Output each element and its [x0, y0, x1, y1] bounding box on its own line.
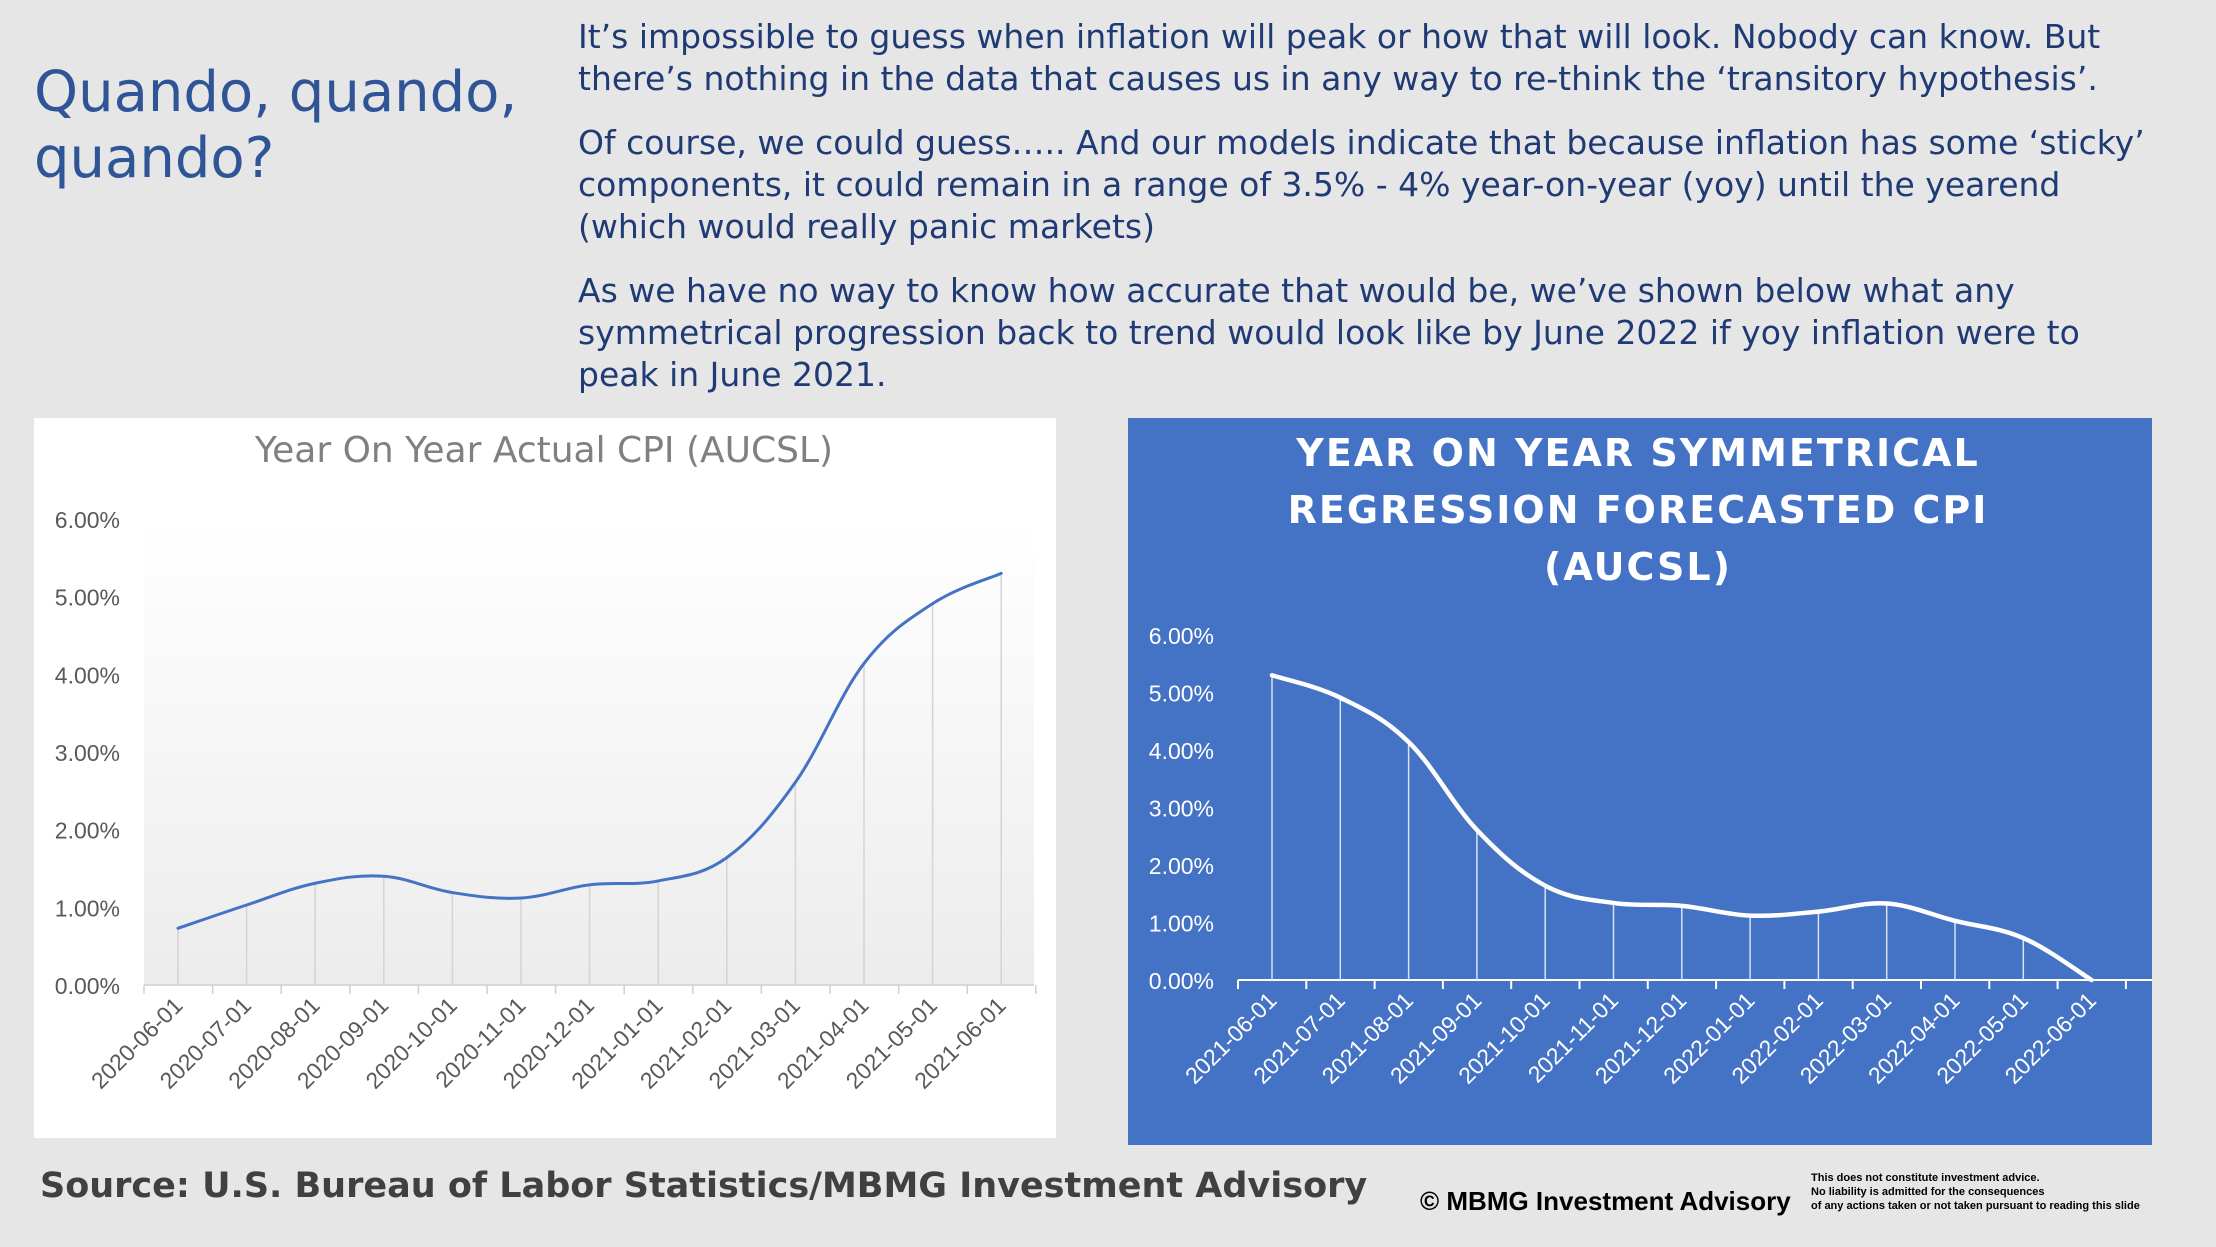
source-note: Source: U.S. Bureau of Labor Statistics/… — [40, 1166, 1368, 1206]
chart-title: (AUCSL) — [1544, 545, 1732, 589]
y-tick-label: 5.00% — [55, 585, 120, 611]
y-tick-label: 0.00% — [55, 973, 120, 999]
y-tick-label: 1.00% — [55, 895, 120, 921]
paragraph-1: It’s impossible to guess when inflation … — [578, 17, 2101, 98]
actual-cpi-chart-panel: Year On Year Actual CPI (AUCSL) 0.00% 1.00… — [34, 418, 1056, 1138]
body-text: It’s impossible to guess when inflation … — [578, 16, 2158, 418]
forecast-cpi-chart-panel: YEAR ON YEAR SYMMETRICAL REGRESSION FOREC… — [1128, 418, 2152, 1145]
y-tick-label: 6.00% — [1149, 623, 1214, 649]
chart-title: YEAR ON YEAR SYMMETRICAL — [1295, 431, 1979, 475]
slide-title: Quando, quando, quando? — [34, 60, 518, 191]
disclaimer-line: No liability is admitted for the consequ… — [1811, 1186, 2045, 1198]
chart-title: REGRESSION FORECASTED CPI — [1288, 488, 1989, 532]
y-tick-label: 6.00% — [55, 507, 120, 533]
paragraph-2: Of course, we could guess….. And our mod… — [578, 123, 2145, 246]
forecast-cpi-chart: YEAR ON YEAR SYMMETRICAL REGRESSION FOREC… — [1149, 431, 2152, 1089]
y-tick-label: 2.00% — [1149, 853, 1214, 879]
disclaimer: This does not constitute investment advi… — [1811, 1171, 2211, 1213]
y-tick-label: 4.00% — [1149, 738, 1214, 764]
y-tick-label: 3.00% — [55, 740, 120, 766]
chart-title: Year On Year Actual CPI (AUCSL) — [254, 430, 833, 471]
y-tick-label: 5.00% — [1149, 681, 1214, 707]
y-tick-label: 0.00% — [1149, 968, 1214, 994]
copyright-note: © MBMG Investment Advisory — [1420, 1186, 1791, 1216]
disclaimer-line: This does not constitute investment advi… — [1811, 1172, 2040, 1184]
y-tick-label: 3.00% — [1149, 796, 1214, 822]
paragraph-3: As we have no way to know how accurate t… — [578, 271, 2080, 394]
y-tick-label: 4.00% — [55, 662, 120, 688]
actual-cpi-chart: Year On Year Actual CPI (AUCSL) 0.00% 1.00… — [55, 430, 1037, 1094]
y-tick-label: 1.00% — [1149, 911, 1214, 937]
y-tick-label: 2.00% — [55, 818, 120, 844]
disclaimer-line: of any actions taken or not taken pursua… — [1811, 1200, 2140, 1212]
